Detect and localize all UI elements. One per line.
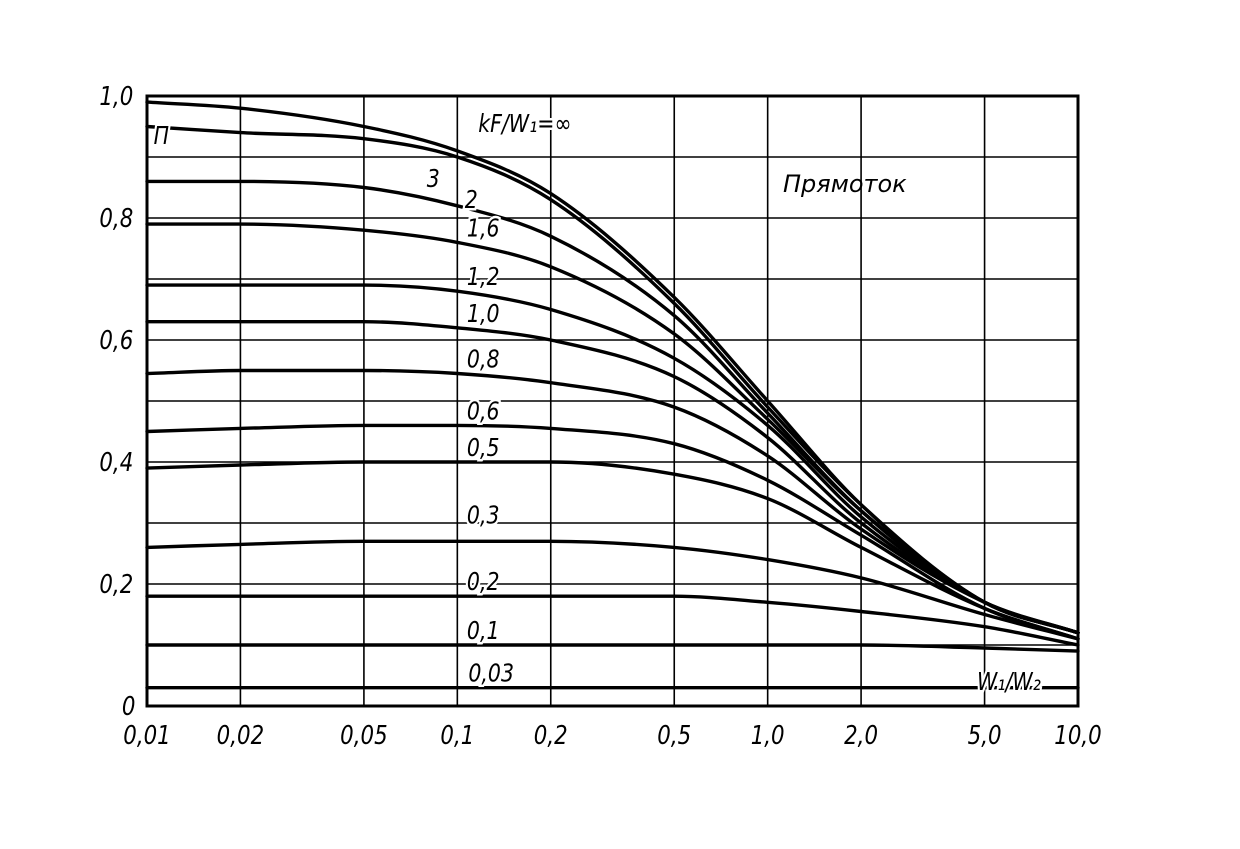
y-axis-label: П bbox=[154, 122, 169, 150]
family-label: kF/W₁=∞ bbox=[478, 110, 571, 138]
series-layer bbox=[145, 100, 1080, 690]
x-tick-label: 0,1 bbox=[440, 720, 474, 751]
curve-label: 0,3 bbox=[467, 501, 500, 529]
x-tick-label: 1,0 bbox=[751, 720, 785, 751]
curve-labels: 321,6 1,2 1,0 0,8 0,6 0,5 0,3 0,2 0,1 0,03 bbox=[425, 163, 517, 691]
series-line-9 bbox=[145, 539, 1080, 641]
curve-label: 1,6 bbox=[467, 215, 500, 243]
series-line-3 bbox=[145, 222, 1080, 635]
series-line-7 bbox=[145, 423, 1080, 641]
series-line-10 bbox=[145, 594, 1080, 647]
plot-frame bbox=[145, 94, 1080, 708]
y-tick-label: 0,6 bbox=[99, 325, 133, 356]
x-tick-label: 0,01 bbox=[123, 720, 170, 751]
series-line-6 bbox=[145, 368, 1080, 635]
y-tick-label: 1,0 bbox=[99, 81, 133, 112]
y-tick-label: 0 bbox=[122, 691, 136, 722]
x-axis-label: W₁/W₂ bbox=[977, 668, 1041, 696]
series-line-4 bbox=[145, 283, 1080, 635]
x-tick-label: 10,0 bbox=[1054, 720, 1101, 751]
series-line-1 bbox=[145, 124, 1080, 635]
curve-label: 1,2 bbox=[467, 263, 500, 291]
curve-label: 0,1 bbox=[467, 617, 500, 645]
curve-label: 0,5 bbox=[467, 434, 500, 462]
y-tick-label: 0,4 bbox=[99, 447, 133, 478]
x-tick-label: 0,02 bbox=[217, 720, 264, 751]
curve-label: 0,03 bbox=[468, 660, 514, 688]
curve-label: 0,6 bbox=[467, 398, 500, 426]
x-tick-label: 2,0 bbox=[844, 720, 878, 751]
y-tick-label: 0,8 bbox=[99, 203, 133, 234]
annotation-label: Прямоток bbox=[783, 170, 907, 198]
curve-label: 0,2 bbox=[467, 568, 500, 596]
x-tick-label: 0,05 bbox=[340, 720, 387, 751]
curve-label: 3 bbox=[427, 165, 440, 193]
y-tick-label: 0,2 bbox=[99, 569, 133, 600]
tick-labels: 0,01 0,02 0,05 0,1 0,2 0,5 1,0 2,0 5,0 10,0 0 0,2 0,… bbox=[99, 81, 1101, 751]
series-line-2 bbox=[145, 179, 1080, 635]
x-tick-label: 0,2 bbox=[534, 720, 568, 751]
curve-label: 0,8 bbox=[467, 346, 500, 374]
series-line-5 bbox=[145, 319, 1080, 635]
x-tick-label: 5,0 bbox=[968, 720, 1002, 751]
grid-lines bbox=[146, 96, 1079, 706]
curve-label: 2 bbox=[465, 186, 478, 214]
x-tick-label: 0,5 bbox=[657, 720, 691, 751]
curve-label: 1,0 bbox=[467, 300, 500, 328]
series-line-8 bbox=[145, 460, 1080, 641]
series-line-11 bbox=[145, 643, 1080, 653]
